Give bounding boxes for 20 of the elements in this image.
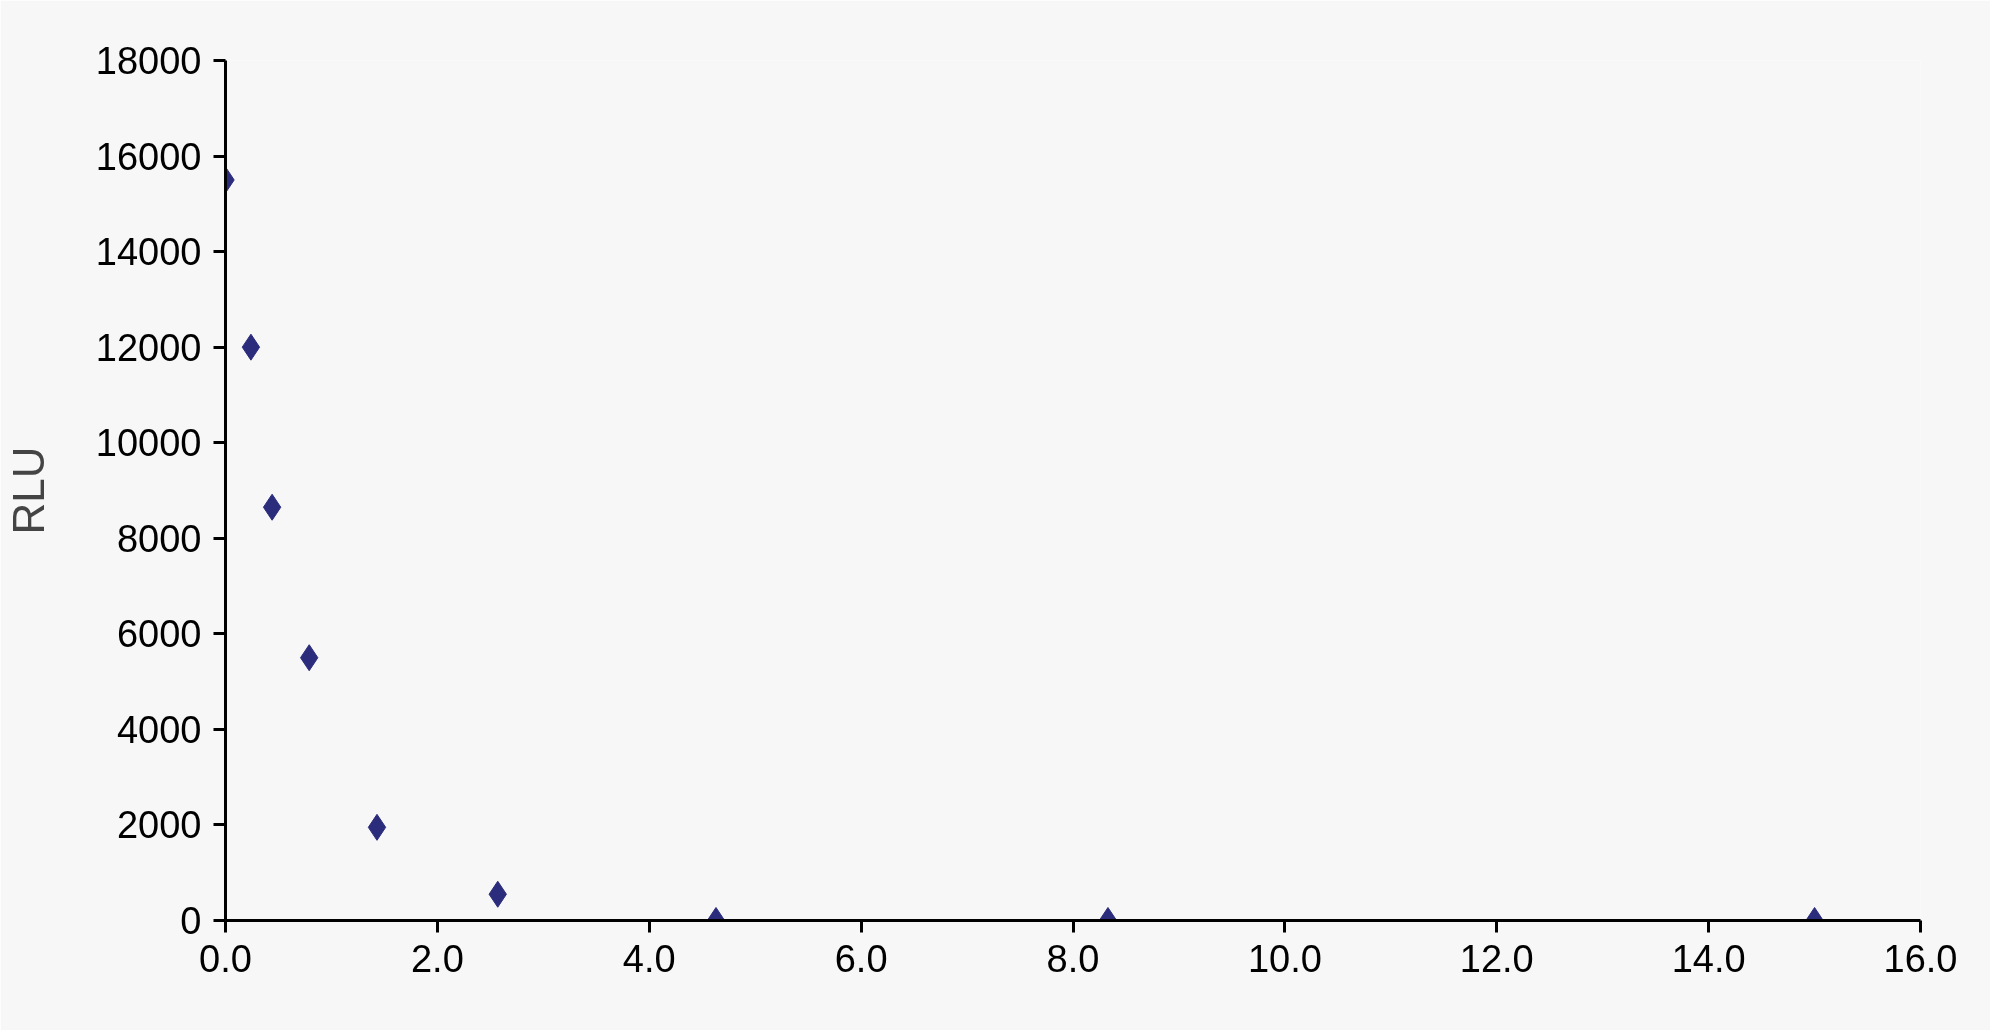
x-tick-label: 8.0 xyxy=(1046,937,1100,980)
y-tick-label: 12000 xyxy=(95,326,202,369)
x-tick-label: 14.0 xyxy=(1671,937,1746,980)
x-tick-label: 16.0 xyxy=(1883,937,1958,980)
x-tick-label: 10.0 xyxy=(1247,937,1322,980)
y-tick-label: 8000 xyxy=(116,517,202,560)
y-tick-label: 6000 xyxy=(116,613,202,656)
y-tick-label: 10000 xyxy=(95,422,202,465)
y-tick-label: 4000 xyxy=(116,708,202,751)
x-tick-label: 4.0 xyxy=(622,937,676,980)
y-tick-label: 18000 xyxy=(95,40,202,82)
y-tick-label: 16000 xyxy=(95,135,202,178)
y-tick-label: 0 xyxy=(180,900,202,942)
x-tick-label: 12.0 xyxy=(1459,937,1534,980)
y-tick-label: 14000 xyxy=(95,231,202,274)
x-tick-label: 0.0 xyxy=(199,937,252,980)
x-tick-label: 2.0 xyxy=(410,937,464,980)
y-tick-label: 2000 xyxy=(116,804,202,847)
x-tick-label: 6.0 xyxy=(834,937,888,980)
y-axis-title: RLU xyxy=(3,446,53,535)
